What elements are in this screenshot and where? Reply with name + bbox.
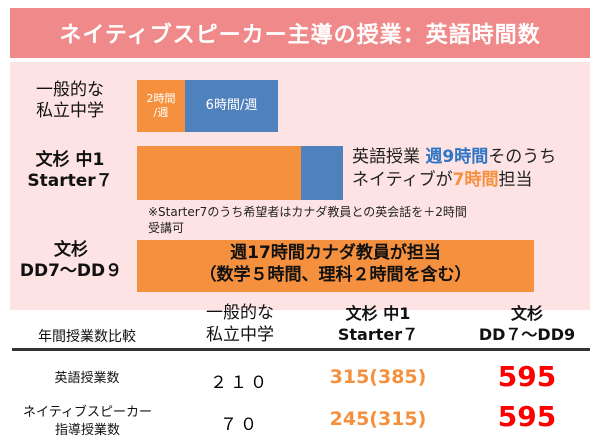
comparison-table: 年間授業数比較 一般的な 私立中学 文杉 中1 Starter７ 文杉 DD７〜…: [0, 300, 600, 447]
note-highlight-7h: 7時間: [452, 169, 499, 190]
table-col-starter7: 文杉 中1 Starter７: [337, 304, 419, 344]
note-mid: そのうち: [488, 147, 557, 167]
table-native-dd: 595: [497, 400, 557, 433]
bar-starter7-other: [301, 146, 343, 200]
note-suffix: 担当: [498, 169, 533, 190]
table-row-english-label: 英語授業数: [54, 371, 120, 386]
table-english-general: ２１０: [210, 373, 270, 393]
bar-starter7-native: [137, 146, 301, 200]
table-native-starter7: 245(315): [329, 408, 427, 430]
row-label-dd: 文杉 DD7〜DD９: [19, 240, 123, 282]
table-row-native-label: ネイティブスピーカー 指導授業数: [23, 405, 152, 438]
bar-general-other-label: 6時間/週: [205, 98, 258, 113]
table-col-general: 一般的な 私立中学: [206, 303, 274, 346]
bar-general-native: 2時間 /週: [137, 80, 185, 132]
row-label-general: 一般的な 私立中学: [36, 80, 104, 122]
starter7-note: 英語授業 週9時間そのうち ネイティブが7時間担当: [352, 146, 592, 192]
title-banner: ネイティブスピーカー主導の授業：英語時間数: [10, 8, 590, 58]
footnote: ※Starter7のうち希望者はカナダ教員との英会話を＋2時間 受講可: [148, 205, 467, 236]
row-label-starter7: 文杉 中1 Starter７: [27, 150, 113, 192]
note-prefix: 英語授業: [352, 147, 426, 167]
table-divider: [12, 348, 590, 351]
table-english-starter7: 315(385): [329, 366, 427, 388]
note-highlight-9h: 週9時間: [425, 147, 489, 167]
table-caption: 年間授業数比較: [38, 329, 136, 345]
table-english-dd: 595: [497, 360, 557, 393]
table-col-dd: 文杉 DD７〜DD9: [478, 304, 576, 344]
note-line2-prefix: ネイティブが: [352, 169, 453, 190]
bar-general-other: 6時間/週: [185, 80, 278, 132]
bar-dd: 週17時間カナダ教員が担当 （数学５時間、理科２時間を含む）: [137, 240, 534, 292]
bar-general-native-label: 2時間 /週: [146, 92, 176, 119]
table-native-general: ７０: [220, 415, 260, 435]
page-title: ネイティブスピーカー主導の授業：英語時間数: [59, 23, 541, 48]
bar-dd-text: 週17時間カナダ教員が担当 （数学５時間、理科２時間を含む）: [199, 243, 472, 286]
